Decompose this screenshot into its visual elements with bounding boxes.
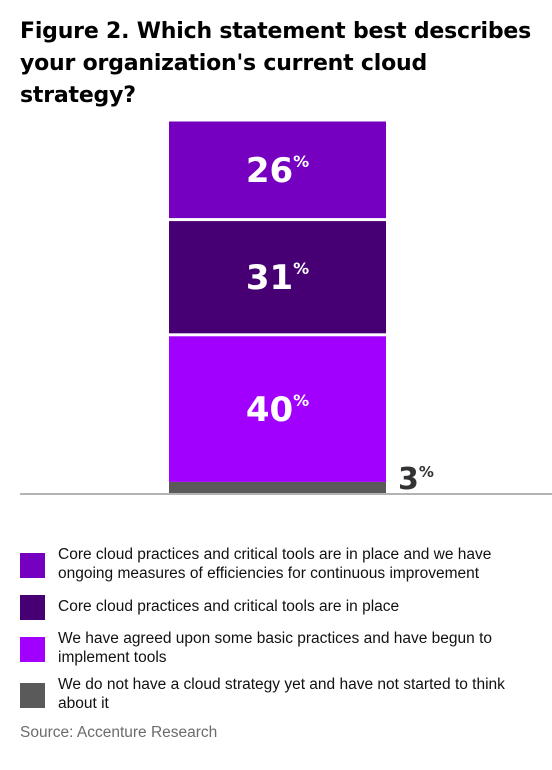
segment-labels: 3% 40% 31% 26% bbox=[246, 151, 434, 497]
segment-value-label: 26% bbox=[246, 151, 309, 191]
source-note: Source: Accenture Research bbox=[20, 724, 218, 741]
legend-label: We have agreed upon some basic practices… bbox=[58, 630, 492, 666]
bar-segment-3 bbox=[169, 481, 386, 493]
segment-value-label: 3% bbox=[398, 462, 434, 497]
bar-segment-26 bbox=[169, 121, 386, 219]
legend-swatch bbox=[20, 595, 45, 620]
legend-label: We do not have a cloud strategy yet and … bbox=[58, 676, 505, 712]
chart-title: Figure 2. Which statement best describes… bbox=[20, 19, 532, 108]
bar-segments bbox=[169, 121, 386, 493]
stacked-bar-chart: 3% 40% 31% 26% bbox=[20, 121, 552, 497]
legend-swatch bbox=[20, 637, 45, 662]
legend-label: Core cloud practices and critical tools … bbox=[58, 598, 400, 615]
bar-segment-31 bbox=[169, 221, 386, 334]
legend-label: Core cloud practices and critical tools … bbox=[58, 546, 492, 582]
legend-swatch bbox=[20, 553, 45, 578]
bar-segment-40 bbox=[169, 336, 386, 482]
legend-swatch bbox=[20, 683, 45, 708]
segment-value-label: 40% bbox=[246, 390, 309, 430]
segment-value-label: 31% bbox=[246, 258, 309, 298]
